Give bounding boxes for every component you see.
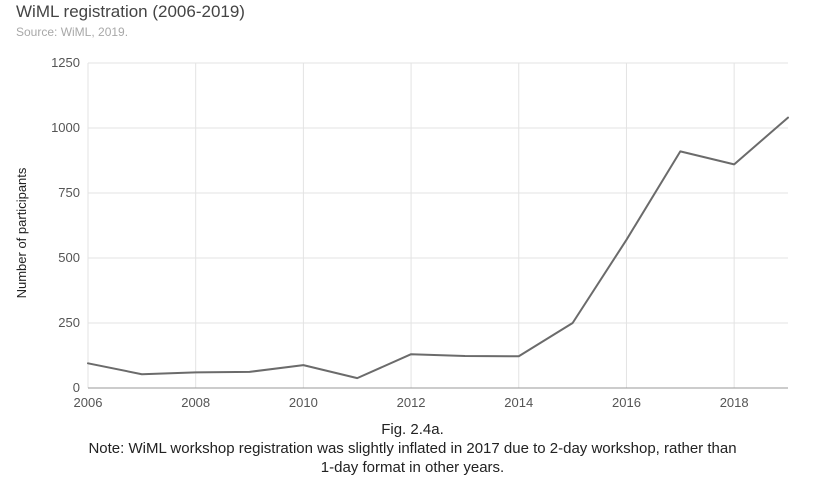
y-axis-title: Number of participants xyxy=(14,167,29,298)
chart-title: WiML registration (2006-2019) xyxy=(16,2,245,21)
x-tick-label: 2014 xyxy=(504,395,533,410)
x-tick-label: 2010 xyxy=(289,395,318,410)
gridlines xyxy=(87,62,788,388)
x-tick-label: 2012 xyxy=(397,395,426,410)
y-tick-label: 0 xyxy=(73,380,80,395)
y-tick-label: 750 xyxy=(58,185,80,200)
x-tick-label: 2018 xyxy=(720,395,749,410)
x-tick-label: 2016 xyxy=(612,395,641,410)
x-tick-label: 2008 xyxy=(181,395,210,410)
y-tick-label: 1000 xyxy=(51,120,80,135)
y-tick-label: 1250 xyxy=(51,55,80,70)
x-tick-label: 2006 xyxy=(74,395,103,410)
series xyxy=(87,116,789,380)
tick-labels: 0 250 500 750 1000 1250 2006 2008 2010 2012 2014 20… xyxy=(51,55,749,410)
figure-note-line-2: 1-day format in other years. xyxy=(320,459,505,476)
y-tick-label: 500 xyxy=(58,250,80,265)
series-line xyxy=(87,116,789,380)
line-chart: 0 250 500 750 1000 1250 2006 2008 2010 2012 2014 20… xyxy=(14,55,789,410)
y-tick-label: 250 xyxy=(58,315,80,330)
chart-subtitle: Source: WiML, 2019. xyxy=(16,25,129,39)
figure-note-line-1: Note: WiML workshop registration was sli… xyxy=(88,440,737,457)
figure-label: Fig. 2.4a. xyxy=(381,421,444,438)
